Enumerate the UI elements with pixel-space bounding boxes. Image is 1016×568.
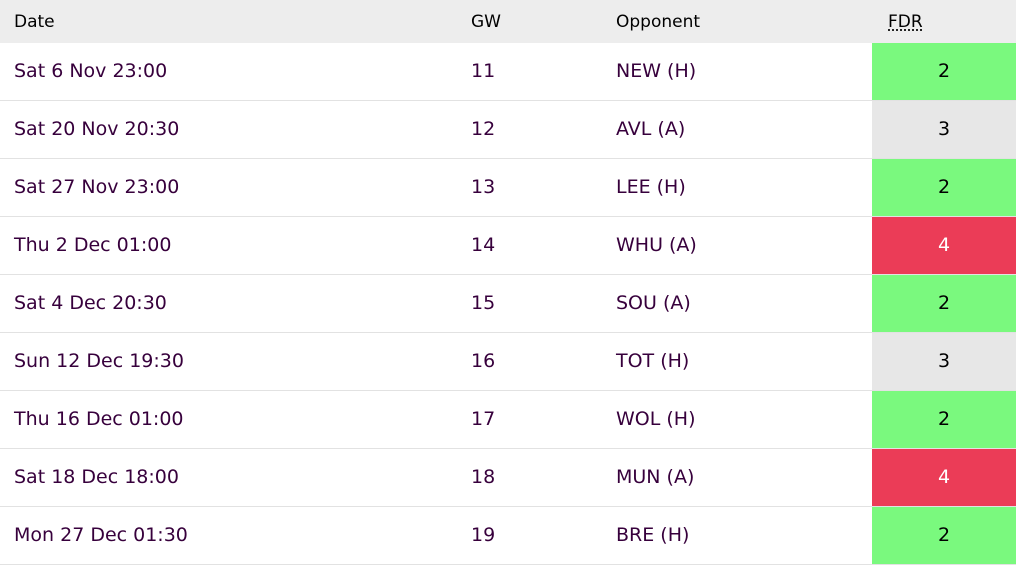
table-row[interactable]: Thu 2 Dec 01:00 14 WHU (A) 4 bbox=[0, 217, 1016, 275]
table-body: Sat 6 Nov 23:00 11 NEW (H) 2 Sat 20 Nov 20:3… bbox=[0, 43, 1016, 565]
fixture-date: Sat 20 Nov 20:30 bbox=[14, 118, 180, 140]
fixture-gameweek: 16 bbox=[471, 350, 496, 372]
fixture-date: Sat 6 Nov 23:00 bbox=[14, 60, 168, 82]
fixture-opponent: BRE (H) bbox=[616, 524, 690, 546]
column-header-opponent[interactable]: Opponent bbox=[616, 12, 701, 32]
fixture-date: Sat 4 Dec 20:30 bbox=[14, 292, 167, 314]
fixture-opponent: SOU (A) bbox=[616, 292, 691, 314]
table-row[interactable]: Sat 18 Dec 18:00 18 MUN (A) 4 bbox=[0, 449, 1016, 507]
fixture-date: Sun 12 Dec 19:30 bbox=[14, 350, 184, 372]
table-row[interactable]: Sun 12 Dec 19:30 16 TOT (H) 3 bbox=[0, 333, 1016, 391]
fixture-fdr-badge: 3 bbox=[872, 333, 1016, 390]
fixture-opponent: WOL (H) bbox=[616, 408, 696, 430]
table-row[interactable]: Sat 4 Dec 20:30 15 SOU (A) 2 bbox=[0, 275, 1016, 333]
fixture-gameweek: 12 bbox=[471, 118, 496, 140]
fixture-fdr-badge: 4 bbox=[872, 449, 1016, 506]
fixture-date: Thu 2 Dec 01:00 bbox=[14, 234, 172, 256]
fixture-gameweek: 14 bbox=[471, 234, 496, 256]
table-row[interactable]: Mon 27 Dec 01:30 19 BRE (H) 2 bbox=[0, 507, 1016, 565]
fixture-gameweek: 11 bbox=[471, 60, 496, 82]
column-header-date[interactable]: Date bbox=[14, 12, 55, 32]
table-row[interactable]: Sat 6 Nov 23:00 11 NEW (H) 2 bbox=[0, 43, 1016, 101]
fixture-fdr-badge: 3 bbox=[872, 101, 1016, 158]
fixture-date: Thu 16 Dec 01:00 bbox=[14, 408, 184, 430]
fixture-date: Mon 27 Dec 01:30 bbox=[14, 524, 188, 546]
table-header: Date GW Opponent FDR bbox=[0, 0, 1016, 43]
fixture-opponent: NEW (H) bbox=[616, 60, 697, 82]
table-row[interactable]: Thu 16 Dec 01:00 17 WOL (H) 2 bbox=[0, 391, 1016, 449]
fixture-gameweek: 17 bbox=[471, 408, 496, 430]
column-header-gameweek[interactable]: GW bbox=[471, 12, 501, 32]
fixture-opponent: LEE (H) bbox=[616, 176, 686, 198]
fixture-fdr-badge: 2 bbox=[872, 507, 1016, 564]
column-header-fdr[interactable]: FDR bbox=[888, 12, 923, 32]
fixture-date: Sat 18 Dec 18:00 bbox=[14, 466, 179, 488]
fixture-opponent: WHU (A) bbox=[616, 234, 697, 256]
fixture-fdr-badge: 2 bbox=[872, 43, 1016, 100]
fixture-gameweek: 15 bbox=[471, 292, 496, 314]
fixture-fdr-badge: 2 bbox=[872, 391, 1016, 448]
fixture-fdr-badge: 2 bbox=[872, 275, 1016, 332]
fixture-fdr-badge: 2 bbox=[872, 159, 1016, 216]
fixture-gameweek: 19 bbox=[471, 524, 496, 546]
fixture-fdr-badge: 4 bbox=[872, 217, 1016, 274]
fixture-date: Sat 27 Nov 23:00 bbox=[14, 176, 180, 198]
fixture-opponent: AVL (A) bbox=[616, 118, 686, 140]
fixture-gameweek: 18 bbox=[471, 466, 496, 488]
fixture-opponent: MUN (A) bbox=[616, 466, 695, 488]
fixture-gameweek: 13 bbox=[471, 176, 496, 198]
table-row[interactable]: Sat 20 Nov 20:30 12 AVL (A) 3 bbox=[0, 101, 1016, 159]
table-row[interactable]: Sat 27 Nov 23:00 13 LEE (H) 2 bbox=[0, 159, 1016, 217]
fixture-opponent: TOT (H) bbox=[616, 350, 690, 372]
